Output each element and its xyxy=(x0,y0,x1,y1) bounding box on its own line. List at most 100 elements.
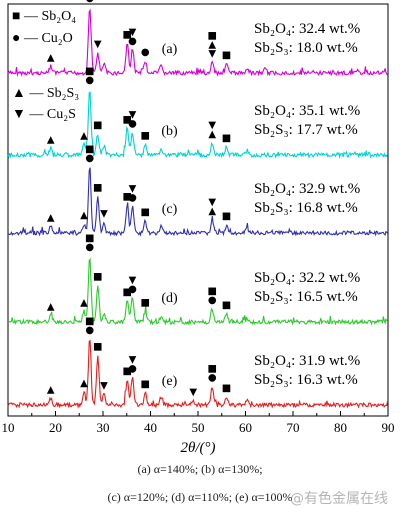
phase-marker: ▼ xyxy=(129,184,137,195)
x-tick-label: 80 xyxy=(334,420,347,435)
phase-marker: ● xyxy=(85,75,94,86)
legend-entry: ▼ — Cu₂S xyxy=(12,107,76,122)
phase-marker: ▲ xyxy=(208,206,216,217)
phase-marker: ▼ xyxy=(208,120,216,131)
phase-marker: ■ xyxy=(222,133,231,144)
phase-marker: ■ xyxy=(222,211,231,222)
x-tick-label: 10 xyxy=(2,420,15,435)
sb2o4-content: Sb₂O₄: 32.9 wt.% xyxy=(254,181,360,197)
x-tick-label: 50 xyxy=(192,420,205,435)
pattern-line xyxy=(7,167,389,237)
sb2o4-content: Sb₂O₄: 32.2 wt.% xyxy=(254,270,360,286)
sb2o4-content: Sb₂O₄: 31.9 wt.% xyxy=(254,353,360,369)
pattern-4: ▲ ▲●■■■●▼■ ●■■(d)Sb₂O₄: 32.2 wt.%Sb₂S₃: 16… xyxy=(7,233,388,326)
sb2o4-content: Sb₂O₄: 35.1 wt.% xyxy=(254,103,360,119)
phase-marker: ▲ xyxy=(80,297,88,308)
panel-label: (b) xyxy=(161,124,178,139)
phase-marker: ■ xyxy=(208,30,217,41)
x-axis-label: 2θ/(°) xyxy=(180,440,215,456)
sb2s3-content: Sb₂S₃: 16.3 wt.% xyxy=(254,372,358,388)
sb2s3-content: Sb₂S₃: 16.5 wt.% xyxy=(254,289,358,305)
pattern-3: ▲ ▲●■■▼■●▼■ ▲▼■(c)Sb₂O₄: 32.9 wt.%Sb₂S₃: 1… xyxy=(7,144,389,237)
caption-line-2: (c) α=120%; (d) α=110%; (e) α=100% xyxy=(107,490,293,504)
phase-marker: ▲ xyxy=(208,129,216,140)
phase-marker: ▲ xyxy=(47,384,55,395)
x-tick-label: 20 xyxy=(49,420,62,435)
phase-marker: ● xyxy=(128,36,137,47)
phase-marker: ● xyxy=(128,119,137,130)
phase-marker: ▼ xyxy=(100,208,108,219)
legend-entry: ▲ — Sb₂S₃ xyxy=(12,86,79,101)
pattern-2: ▲ ▲●■■ ■●▼■ ▲▼■(b)Sb₂O₄: 35.1 wt.%Sb₂S₃: 17… xyxy=(7,66,389,159)
sb2s3-content: Sb₂S₃: 18.0 wt.% xyxy=(254,40,358,56)
pattern-line xyxy=(7,339,389,410)
phase-marker: ■ xyxy=(141,379,150,390)
phase-marker: ■ xyxy=(141,207,150,218)
phase-marker: ■ xyxy=(208,286,217,297)
sb2o4-content: Sb₂O₄: 32.4 wt.% xyxy=(254,21,360,37)
phase-marker: ■ xyxy=(122,287,131,298)
phase-marker: ■ xyxy=(85,66,94,77)
phase-marker: ▼ xyxy=(129,275,137,286)
legend-entry: ■ — Sb₂O₄ xyxy=(12,9,76,24)
phase-marker: ● xyxy=(128,363,137,374)
phase-marker: ▲ xyxy=(47,134,55,145)
phase-marker: ■ xyxy=(85,144,94,155)
phase-marker: ▼ xyxy=(94,39,102,50)
pattern-1: ▲●■▼■●▼●▼▲■■(a)Sb₂O₄: 32.4 wt.%Sb₂S₃: 18… xyxy=(7,0,388,78)
phase-marker: ▲ xyxy=(208,39,216,50)
phase-marker: ● xyxy=(208,295,217,306)
phase-marker: ● xyxy=(128,193,137,204)
x-tick-label: 90 xyxy=(382,420,395,435)
caption-line-1: (a) α=140%; (b) α=130%; xyxy=(137,462,263,476)
phase-marker: ■ xyxy=(85,316,94,327)
panel-label: (c) xyxy=(162,202,178,217)
phase-marker: ● xyxy=(85,242,94,253)
phase-marker: ■ xyxy=(93,120,102,131)
x-tick-label: 40 xyxy=(144,420,157,435)
phase-marker: ● xyxy=(85,153,94,164)
x-tick-label: 60 xyxy=(239,420,252,435)
phase-marker: ▲ xyxy=(47,301,55,312)
phase-marker: ▼ xyxy=(208,197,216,208)
phase-marker: ● xyxy=(208,373,217,384)
phase-marker: ■ xyxy=(122,115,131,126)
phase-marker: ■ xyxy=(93,183,102,194)
phase-marker: ▲ xyxy=(47,52,55,63)
phase-marker: ■ xyxy=(222,50,231,61)
phase-marker: ■ xyxy=(208,364,217,375)
phase-marker: ■ xyxy=(122,366,131,377)
phase-marker: ● xyxy=(85,0,94,4)
pattern-line xyxy=(7,257,388,326)
sb2s3-content: Sb₂S₃: 17.7 wt.% xyxy=(254,122,358,138)
panel-label: (d) xyxy=(161,291,178,306)
phase-marker: ▲ xyxy=(80,210,88,221)
x-tick-label: 70 xyxy=(287,420,300,435)
phase-marker: ● xyxy=(128,284,137,295)
x-tick-label: 30 xyxy=(97,420,110,435)
panel-label: (e) xyxy=(162,374,178,389)
phase-marker: ▲ xyxy=(80,130,88,141)
xrd-chart: 1020304050607080902θ/(°)▲●■▼■●▼●▼▲■■(a)S… xyxy=(2,0,395,456)
legend-entry: ● — Cu₂O xyxy=(12,31,73,46)
phase-marker: ▼ xyxy=(129,27,137,38)
phase-marker: ■ xyxy=(141,130,150,141)
phase-marker: ■ xyxy=(85,233,94,244)
phase-marker: ■ xyxy=(93,342,102,353)
phase-marker: ■ xyxy=(122,191,131,202)
phase-marker: ▼ xyxy=(100,380,108,391)
phase-marker: ● xyxy=(141,47,150,58)
phase-marker: ■ xyxy=(222,383,231,394)
phase-marker: ● xyxy=(85,325,94,336)
phase-marker: ▲ xyxy=(80,378,88,389)
sb2s3-content: Sb₂S₃: 16.8 wt.% xyxy=(254,200,358,216)
phase-marker: ■ xyxy=(141,297,150,308)
phase-marker: ■ xyxy=(222,300,231,311)
phase-marker: ▼ xyxy=(208,48,216,59)
phase-marker: ■ xyxy=(93,272,102,283)
phase-marker: ▲ xyxy=(47,212,55,223)
pattern-line xyxy=(7,8,388,78)
panel-label: (a) xyxy=(162,42,178,57)
phase-marker: ▼ xyxy=(129,354,137,365)
pattern-5: ▲▲●■■▼■●▼■▼●■■(e)Sb₂O₄: 31.9 wt.%Sb₂S₃: … xyxy=(7,316,389,410)
